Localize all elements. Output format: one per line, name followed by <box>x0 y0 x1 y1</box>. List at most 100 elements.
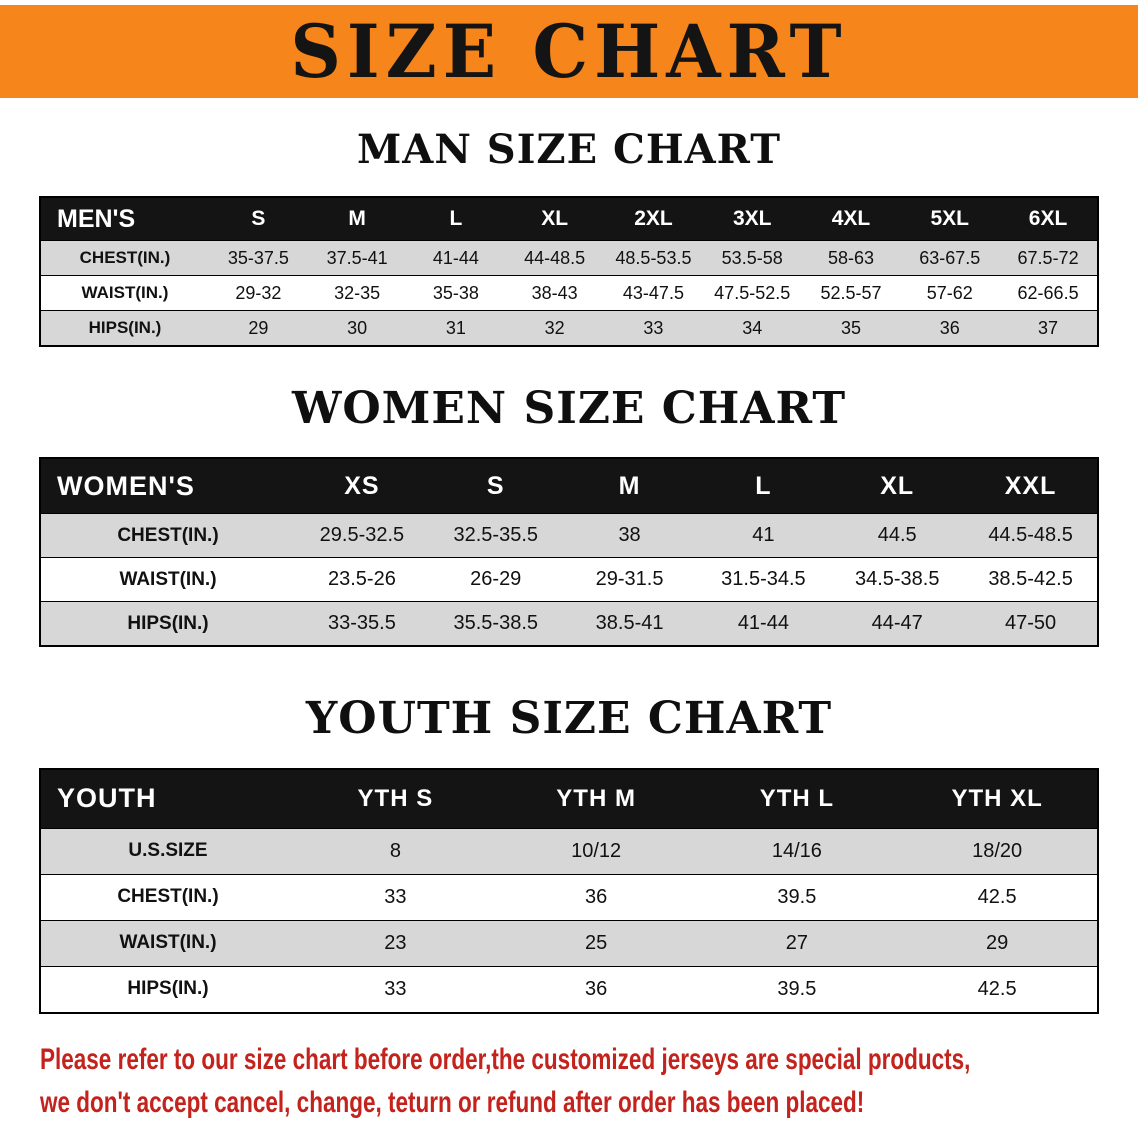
table-cell: 36 <box>495 873 697 921</box>
youth-size-chart-heading: YOUTH SIZE CHART <box>305 693 833 745</box>
table-title-cell: WOMEN'S <box>40 457 295 515</box>
page-root: SIZE CHART MAN SIZE CHART MEN'S S M L XL 2XL 3… <box>0 5 1138 1137</box>
table-row: CHEST(IN.) 35-37.5 37.5-41 41-44 44-48.5 48.5… <box>40 240 1098 276</box>
table-cell: 41-44 <box>406 240 506 276</box>
table-cell: 43-47.5 <box>604 275 703 311</box>
table-cell: 44.5-48.5 <box>964 513 1098 559</box>
table-cell: 38.5-41 <box>562 601 697 647</box>
table-cell: 58-63 <box>801 240 901 276</box>
table-row: CHEST(IN.) 29.5-32.5 32.5-35.5 38 41 44.5 44.5… <box>40 513 1098 559</box>
row-label: WAIST(IN.) <box>40 919 295 967</box>
table-cell: 63-67.5 <box>900 240 1000 276</box>
table-cell: 38-43 <box>505 275 605 311</box>
table-row: CHEST(IN.) 33 36 39.5 42.5 <box>40 873 1098 921</box>
size-chart-banner: SIZE CHART <box>0 5 1138 98</box>
column-header: L <box>406 196 506 241</box>
table-row: WAIST(IN.) 29-32 32-35 35-38 38-43 43-47.5 47.… <box>40 275 1098 311</box>
table-cell: 47.5-52.5 <box>702 275 802 311</box>
row-label: HIPS(IN.) <box>40 310 209 347</box>
column-header: S <box>209 196 308 241</box>
table-cell: 35 <box>801 310 901 347</box>
table-cell: 29 <box>209 310 308 347</box>
row-label: HIPS(IN.) <box>40 601 295 647</box>
table-cell: 44-48.5 <box>505 240 605 276</box>
table-cell: 25 <box>495 919 697 967</box>
table-cell: 29 <box>897 919 1098 967</box>
row-label: WAIST(IN.) <box>40 557 295 603</box>
column-header: YTH M <box>495 768 697 829</box>
table-cell: 27 <box>696 919 898 967</box>
table-cell: 33 <box>295 873 496 921</box>
column-header: XL <box>830 457 965 515</box>
table-cell: 31 <box>406 310 506 347</box>
table-cell: 44.5 <box>830 513 965 559</box>
table-cell: 29-32 <box>209 275 308 311</box>
table-cell: 10/12 <box>495 827 697 875</box>
column-header: L <box>696 457 831 515</box>
table-cell: 42.5 <box>897 965 1098 1014</box>
table-cell: 41-44 <box>696 601 831 647</box>
column-header: XS <box>295 457 429 515</box>
women-size-table: WOMEN'S XS S M L XL XXL CHEST(IN.) 29.5-32.5 32.5… <box>39 457 1099 648</box>
column-header: 6XL <box>999 196 1098 241</box>
table-row: HIPS(IN.) 29 30 31 32 33 34 35 36 37 <box>40 310 1098 347</box>
table-cell: 38 <box>562 513 697 559</box>
column-header: 3XL <box>702 196 802 241</box>
table-cell: 36 <box>900 310 1000 347</box>
table-cell: 8 <box>295 827 496 875</box>
table-header-row: YOUTH YTH S YTH M YTH L YTH XL <box>40 768 1098 829</box>
column-header: XXL <box>964 457 1098 515</box>
table-cell: 26-29 <box>428 557 563 603</box>
table-cell: 30 <box>307 310 407 347</box>
table-cell: 34.5-38.5 <box>830 557 965 603</box>
table-cell: 33 <box>295 965 496 1014</box>
men-size-table: MEN'S S M L XL 2XL 3XL 4XL 5XL 6XL CHEST(IN.) 35-37… <box>39 196 1099 347</box>
table-row: U.S.SIZE 8 10/12 14/16 18/20 <box>40 827 1098 875</box>
table-cell: 34 <box>702 310 802 347</box>
table-cell: 32 <box>505 310 605 347</box>
table-cell: 41 <box>696 513 831 559</box>
table-cell: 57-62 <box>900 275 1000 311</box>
table-cell: 32-35 <box>307 275 407 311</box>
table-title-cell: MEN'S <box>40 196 209 241</box>
men-section: MAN SIZE CHART MEN'S S M L XL 2XL 3XL 4XL 5XL 6XL… <box>0 128 1138 347</box>
disclaimer-line-2: we don't accept cancel, change, teturn o… <box>40 1086 865 1120</box>
table-cell: 23.5-26 <box>295 557 429 603</box>
table-cell: 14/16 <box>696 827 898 875</box>
table-cell: 47-50 <box>964 601 1098 647</box>
table-header-row: MEN'S S M L XL 2XL 3XL 4XL 5XL 6XL <box>40 196 1098 241</box>
column-header: S <box>428 457 563 515</box>
table-cell: 31.5-34.5 <box>696 557 831 603</box>
row-label: CHEST(IN.) <box>40 240 209 276</box>
table-cell: 37 <box>999 310 1098 347</box>
column-header: 2XL <box>604 196 703 241</box>
table-title-cell: YOUTH <box>40 768 295 829</box>
table-cell: 29-31.5 <box>562 557 697 603</box>
table-cell: 53.5-58 <box>702 240 802 276</box>
table-cell: 35-38 <box>406 275 506 311</box>
table-cell: 39.5 <box>696 873 898 921</box>
disclaimer-line-1: Please refer to our size chart before or… <box>40 1042 971 1076</box>
table-cell: 44-47 <box>830 601 965 647</box>
table-row: HIPS(IN.) 33 36 39.5 42.5 <box>40 965 1098 1014</box>
column-header: XL <box>505 196 605 241</box>
table-cell: 37.5-41 <box>307 240 407 276</box>
column-header: YTH L <box>696 768 898 829</box>
table-cell: 18/20 <box>897 827 1098 875</box>
table-cell: 38.5-42.5 <box>964 557 1098 603</box>
size-chart-title: SIZE CHART <box>290 7 848 95</box>
row-label: WAIST(IN.) <box>40 275 209 311</box>
disclaimer: Please refer to our size chart before or… <box>40 1038 1105 1125</box>
table-cell: 33-35.5 <box>295 601 429 647</box>
row-label: U.S.SIZE <box>40 827 295 875</box>
column-header: M <box>562 457 697 515</box>
table-cell: 52.5-57 <box>801 275 901 311</box>
table-cell: 39.5 <box>696 965 898 1014</box>
table-cell: 23 <box>295 919 496 967</box>
table-cell: 32.5-35.5 <box>428 513 563 559</box>
table-row: WAIST(IN.) 23 25 27 29 <box>40 919 1098 967</box>
women-section: WOMEN SIZE CHART WOMEN'S XS S M L XL XXL CHEST(… <box>0 384 1138 648</box>
table-cell: 35-37.5 <box>209 240 308 276</box>
table-cell: 62-66.5 <box>999 275 1098 311</box>
table-cell: 35.5-38.5 <box>428 601 563 647</box>
